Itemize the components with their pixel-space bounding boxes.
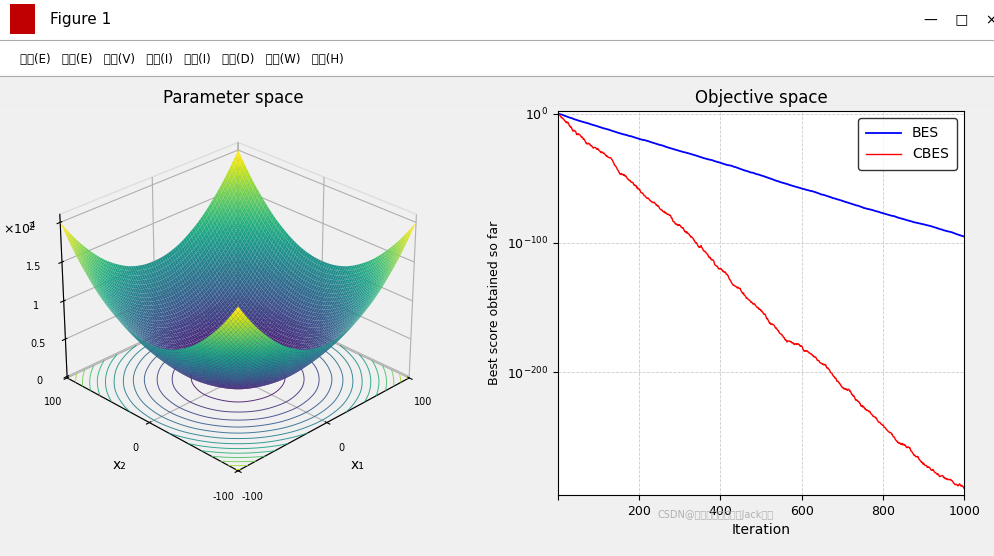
BES — [876, 210, 888, 216]
Legend: BES, CBES: BES, CBES — [858, 118, 957, 170]
BES — [831, 196, 843, 202]
Text: Figure 1: Figure 1 — [50, 12, 111, 27]
Text: 文件(E)   编辑(E)   查看(V)   插入(I)   工具(I)   桌面(D)   窗口(W)   帮助(H): 文件(E) 编辑(E) 查看(V) 插入(I) 工具(I) 桌面(D) 窗口(W… — [20, 53, 344, 66]
Title: Objective space: Objective space — [695, 89, 827, 107]
CBES — [831, 378, 843, 385]
BES — [958, 233, 970, 240]
Line: CBES: CBES — [559, 114, 964, 488]
Line: BES: BES — [559, 114, 964, 236]
CBES — [958, 485, 970, 492]
Text: —    □    ×: — □ × — [924, 12, 994, 26]
X-axis label: Iteration: Iteration — [732, 523, 790, 537]
Bar — [0, 40, 994, 76]
CBES — [876, 421, 888, 428]
CBES — [869, 414, 881, 420]
Title: Parameter space: Parameter space — [163, 89, 303, 107]
Y-axis label: x₂: x₂ — [112, 458, 126, 472]
X-axis label: x₁: x₁ — [350, 458, 364, 472]
Text: $\times 10^4$: $\times 10^4$ — [3, 220, 36, 237]
CBES — [593, 147, 605, 154]
BES — [717, 160, 729, 167]
Bar — [10, 4, 35, 34]
BES — [869, 207, 881, 214]
BES — [732, 165, 744, 171]
BES — [553, 111, 565, 117]
Y-axis label: Best score obtained so far: Best score obtained so far — [488, 221, 501, 385]
CBES — [553, 111, 565, 117]
CBES — [732, 285, 744, 291]
Text: CSDN@智能算法研究社（Jack旭）: CSDN@智能算法研究社（Jack旭） — [658, 510, 773, 520]
BES — [593, 124, 605, 131]
CBES — [717, 267, 729, 274]
